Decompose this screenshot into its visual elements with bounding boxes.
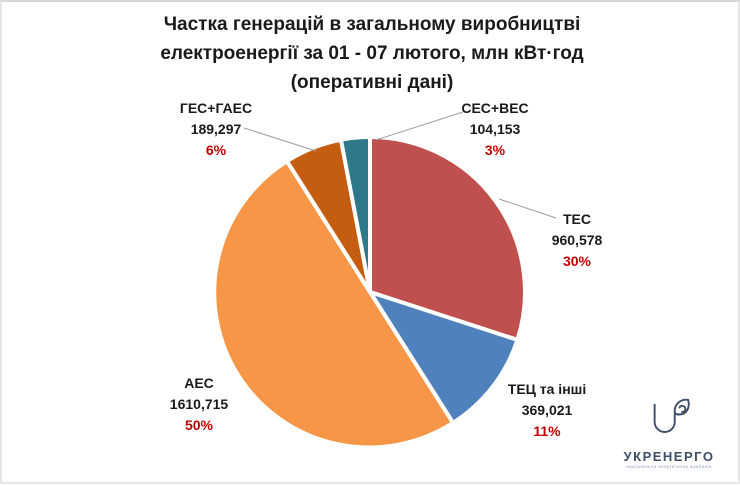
pie-slice-0: [368, 134, 527, 343]
slice-name: СЕС+ВЕС: [461, 100, 529, 116]
pie-slice-4: [338, 134, 372, 293]
slice-value: 189,297: [190, 121, 242, 137]
chart-title-line: електроенергії за 01 - 07 лютого, млн кВ…: [160, 43, 584, 64]
leader-line-ses-ves: [375, 111, 464, 141]
logo-wordmark: УКРЕНЕРГО: [623, 449, 715, 464]
leader-line-tes: [498, 198, 557, 219]
slice-value: 960,578: [551, 232, 603, 248]
slice-label-hes-haes: ГЕС+ГАЕС 189,297 6%: [180, 98, 252, 161]
slice-name: ГЕС+ГАЕС: [179, 100, 253, 116]
ukrenergo-logo: УКРЕНЕРГО національна енергетична компан…: [614, 396, 724, 470]
slice-label-aes: АЕС 1610,715 50%: [170, 373, 228, 436]
ukrenergo-logo-icon: [653, 398, 690, 433]
slice-name: АЕС: [184, 375, 214, 391]
slice-name: ТЕЦ та інші: [507, 381, 587, 397]
pie-slices-group: [212, 134, 527, 450]
slice-value: 1610,715: [169, 396, 229, 412]
chart-title-line: (оперативні дані): [290, 72, 454, 93]
logo-tagline: національна енергетична компанія: [626, 464, 712, 469]
leader-line-hes-haes: [243, 127, 317, 152]
slice-percent: 6%: [205, 142, 227, 158]
slice-label-tec: ТЕЦ та інші 369,021 11%: [508, 379, 586, 442]
slice-name: ТЕС: [562, 211, 591, 227]
slice-percent: 50%: [184, 417, 214, 433]
slice-percent: 3%: [484, 142, 506, 158]
slice-percent: 30%: [562, 253, 592, 269]
chart-title-line: Частка генерацій в загальному виробництв…: [163, 14, 581, 35]
pie-slice-2: [212, 158, 456, 450]
chart-title: Частка генерацій в загальному виробництв…: [72, 10, 672, 97]
slice-percent: 11%: [533, 423, 561, 439]
pie-slice-1: [365, 288, 520, 426]
slice-value: 369,021: [521, 402, 573, 418]
slice-label-ses-ves: СЕС+ВЕС 104,153 3%: [461, 98, 528, 161]
slice-value: 104,153: [469, 121, 521, 137]
slice-label-tes: ТЕС 960,578 30%: [552, 209, 603, 272]
